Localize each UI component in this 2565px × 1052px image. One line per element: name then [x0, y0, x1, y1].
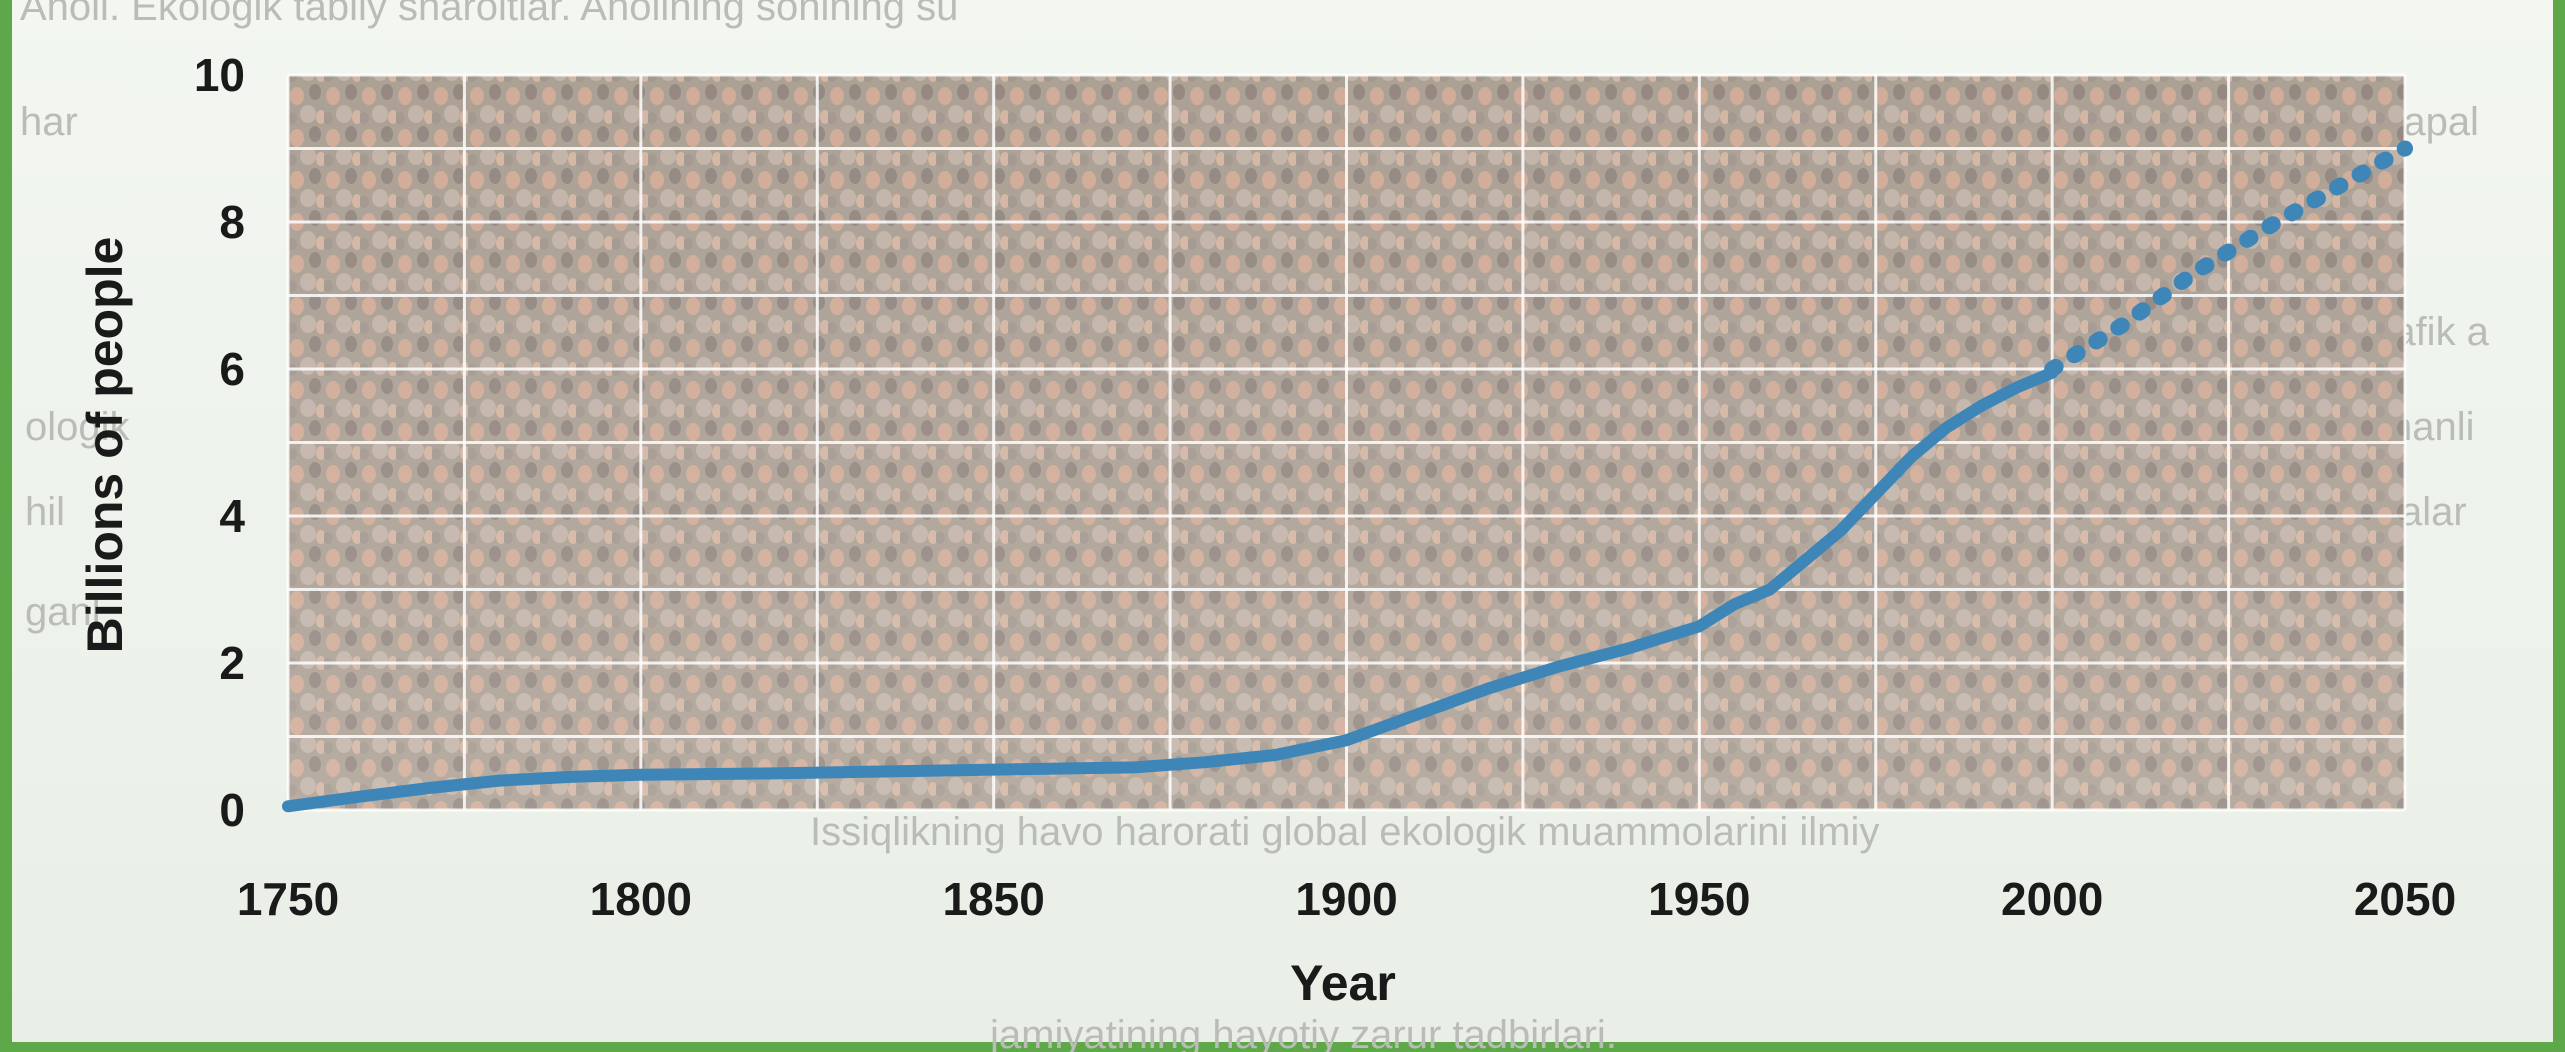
background-text-fragment: ganl	[25, 590, 101, 634]
y-tick-label: 2	[219, 637, 245, 689]
background-text-line: Issiqlikning havo harorati global ekolog…	[810, 810, 1879, 854]
background-text-fragment: hil	[25, 490, 65, 534]
background-text-line: Aholi. Ekologik tabiiy sharoitlar. Aholi…	[20, 0, 958, 29]
background-text-line: har	[20, 100, 78, 144]
x-tick-label: 1950	[1648, 873, 1750, 925]
x-axis-ticks: 1750 1800 1850 1900 1950 2000 2050	[237, 873, 2456, 925]
y-tick-label: 6	[219, 343, 245, 395]
y-tick-label: 8	[219, 196, 245, 248]
x-tick-label: 1900	[1295, 873, 1397, 925]
y-axis-ticks: 0 2 4 6 8 10	[194, 49, 246, 836]
y-tick-label: 0	[219, 784, 245, 836]
x-axis-label: Year	[1290, 955, 1396, 1011]
x-tick-label: 1800	[590, 873, 692, 925]
population-line	[282, 366, 2059, 813]
y-tick-label: 4	[219, 490, 245, 542]
x-tick-label: 1850	[942, 873, 1044, 925]
background-text-fragment: alar	[2400, 490, 2467, 534]
y-tick-label: 10	[194, 49, 245, 101]
y-axis-label: Billions of people	[77, 237, 133, 654]
x-tick-label: 2000	[2001, 873, 2103, 925]
x-tick-label: 2050	[2354, 873, 2456, 925]
projection-line	[2044, 140, 2413, 377]
x-tick-label: 1750	[237, 873, 339, 925]
background-text-fragment: ologik	[25, 405, 131, 449]
chart-series	[282, 140, 2413, 813]
background-text-line: jamiyatining hayotiy zarur tadbirlari.	[989, 1013, 1617, 1052]
